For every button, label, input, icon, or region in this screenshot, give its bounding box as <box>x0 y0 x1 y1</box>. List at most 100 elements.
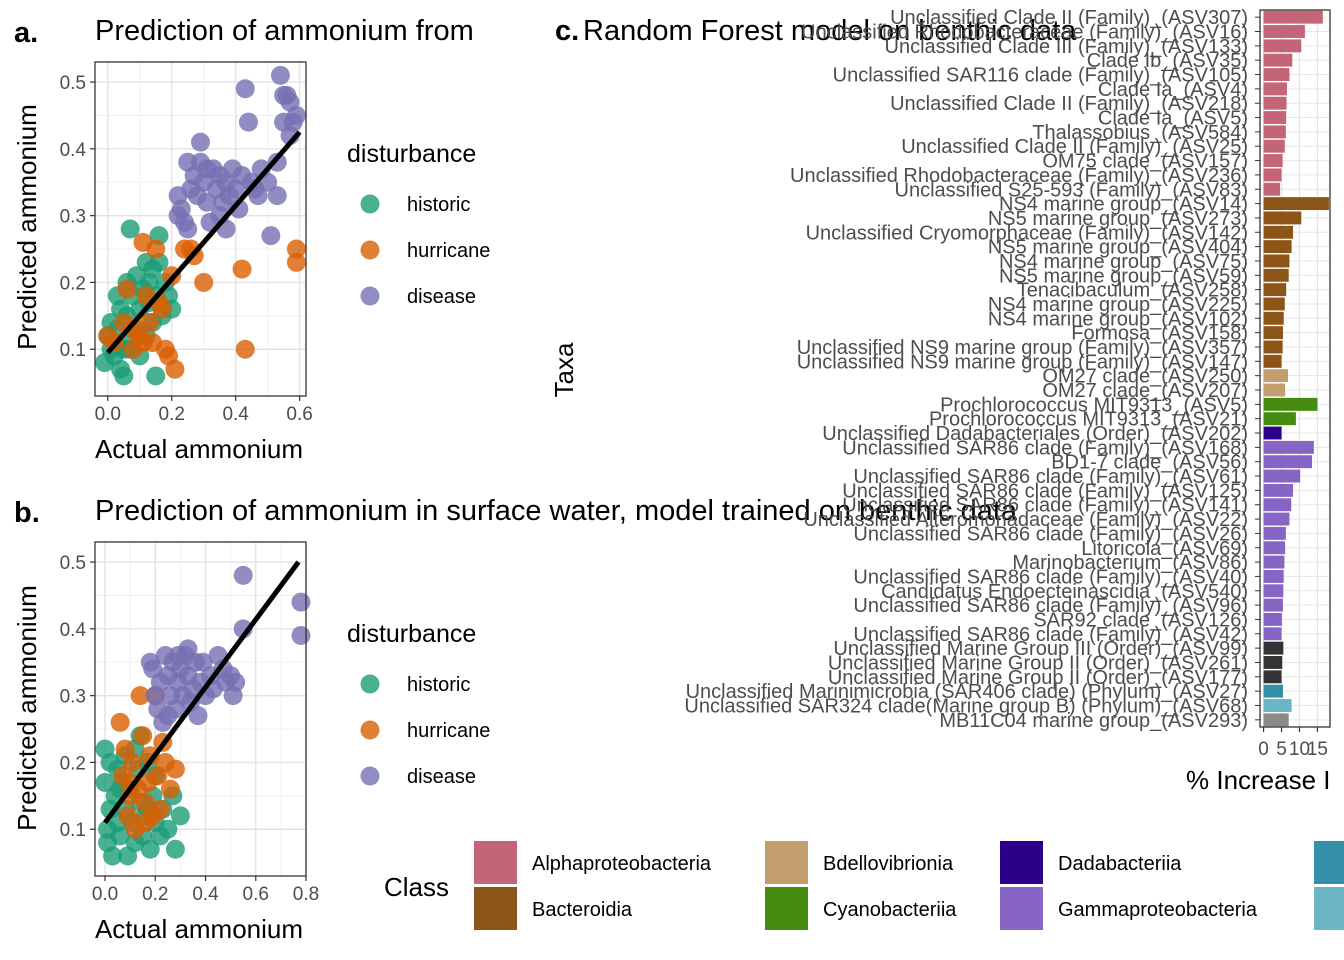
bar <box>1263 283 1287 297</box>
bar <box>1263 268 1289 282</box>
bar <box>1263 397 1318 411</box>
taxa-label: Unclassified Clade II (Family)_(ASV25) <box>901 136 1248 158</box>
bar <box>1263 699 1292 712</box>
taxa-label: Unclassified SAR86 clade (Family)_(ASV40… <box>853 566 1248 588</box>
x-tick-label: 10 <box>1289 739 1310 760</box>
taxa-label: SAR92 clade_(ASV126) <box>1033 609 1248 631</box>
legend-label: disease <box>407 766 476 788</box>
data-point-hurricane <box>139 313 159 333</box>
data-point-disease <box>178 219 198 239</box>
legend-title: disturbance <box>347 620 476 648</box>
taxa-label: Unclassified NS9 marine group (Family)_(… <box>797 351 1248 373</box>
legend-key-historic <box>360 674 380 694</box>
bar <box>1263 111 1287 125</box>
taxa-label: NS4 marine group_(ASV14) <box>999 194 1248 216</box>
y-tick-label: 0.4 <box>60 620 87 641</box>
data-point-historic <box>140 839 160 859</box>
panel-a-letter: a. <box>14 17 38 49</box>
y-tick-label: 0.5 <box>60 73 86 94</box>
legend-label: hurricane <box>407 720 490 742</box>
data-point-hurricane <box>130 686 150 706</box>
bar <box>1263 584 1284 598</box>
taxa-label: Unclassified SAR86 clade (Family)_(ASV26… <box>853 523 1248 545</box>
x-tick-label: 0.4 <box>222 404 249 425</box>
data-point-hurricane <box>232 259 252 279</box>
y-tick-label: 0.3 <box>60 207 86 228</box>
y-tick-label: 0.1 <box>60 340 86 361</box>
panel-c-ylabel: Taxa <box>549 342 579 397</box>
legend-title: disturbance <box>347 140 476 168</box>
bar <box>1263 426 1282 440</box>
data-point-historic <box>165 839 185 859</box>
x-tick-label: 0.8 <box>293 884 319 905</box>
regression-line <box>103 560 301 825</box>
bar <box>1263 627 1282 641</box>
data-point-disease <box>238 112 258 132</box>
disturbance-legend-b: disturbance historic hurricane disease <box>347 620 490 788</box>
y-tick-label: 0.2 <box>60 273 86 294</box>
data-point-disease <box>291 592 311 612</box>
class-legend-key <box>1000 887 1043 930</box>
bar <box>1263 598 1283 612</box>
data-point-disease <box>270 65 290 85</box>
data-point-historic <box>146 366 166 386</box>
bar <box>1263 483 1294 497</box>
taxa-label: NS4 marine group_(ASV75) <box>999 251 1248 273</box>
x-tick-label: 0.0 <box>92 884 118 905</box>
legend-key-hurricane <box>360 720 380 740</box>
class-legend-key <box>1314 841 1344 884</box>
data-point-hurricane <box>123 752 143 772</box>
data-point-disease <box>168 646 188 666</box>
panel-b-xlabel: Actual ammonium <box>95 914 303 944</box>
bar <box>1263 211 1302 225</box>
bar <box>1263 82 1287 96</box>
bar <box>1263 139 1285 153</box>
data-point-hurricane <box>160 779 180 799</box>
bar <box>1263 670 1282 684</box>
data-point-disease <box>197 192 217 212</box>
class-legend-key <box>474 887 517 930</box>
data-point-historic <box>120 219 140 239</box>
data-point-disease <box>291 626 311 646</box>
class-legend-key <box>1314 887 1344 930</box>
data-point-hurricane <box>140 746 160 766</box>
legend-key-hurricane <box>360 240 380 260</box>
plot-b: 0.0 0.2 0.4 0.6 0.8 0.1 0.2 0.3 0.4 0.5 <box>60 541 319 905</box>
taxa-label: Unclassified Dadabacteriales (Order)_(AS… <box>822 423 1248 445</box>
class-legend-label: Alphaproteobacteria <box>532 853 712 875</box>
bar <box>1263 240 1292 254</box>
data-point-hurricane <box>110 712 130 732</box>
taxa-label: Unclassified Clade III (Family)_(ASV133) <box>885 36 1248 58</box>
data-point-disease <box>158 706 178 726</box>
data-point-disease <box>286 105 306 125</box>
legend-label: disease <box>407 286 476 308</box>
taxa-label: NS4 marine group_(ASV102) <box>988 308 1248 330</box>
taxa-label: Unclassified SAR86 clade (Family)_(ASV61… <box>853 466 1248 488</box>
bar <box>1263 68 1290 81</box>
data-point-hurricane <box>133 333 153 353</box>
panel-c-title: Random Forest model on benthic data <box>583 15 1077 47</box>
taxa-label: Unclassified SAR86 clade (Family)_(ASV96… <box>853 595 1248 617</box>
bar <box>1263 440 1314 454</box>
class-legend: Class Alphaproteobacteria Bacteroidia Bdel… <box>384 841 1344 930</box>
taxa-label: Clade Ia_(ASV4) <box>1098 79 1248 101</box>
data-point-hurricane <box>133 726 153 746</box>
data-point-historic <box>110 826 130 846</box>
legend-label: hurricane <box>407 240 490 262</box>
data-point-hurricane <box>135 813 155 833</box>
data-point-disease <box>261 226 281 246</box>
legend-key-disease <box>360 286 380 306</box>
taxa-label: Tenacibaculum_(ASV258) <box>1017 280 1248 302</box>
bar <box>1263 125 1286 139</box>
bar <box>1263 713 1289 727</box>
taxa-label: OM27 clade_(ASV250) <box>1042 366 1248 388</box>
bar <box>1263 340 1283 354</box>
panel-a: a. Prediction of ammonium from 0.0 0.2 0.4… <box>12 15 474 464</box>
taxa-label: BD1-7 clade_(ASV56) <box>1051 452 1248 474</box>
taxa-label: Unclassified SAR86 clade (Family)_(ASV14… <box>842 495 1248 517</box>
taxa-label: Unclassified Clade II (Family)_(ASV218) <box>890 93 1248 115</box>
data-point-hurricane <box>286 239 306 259</box>
bar <box>1263 512 1290 526</box>
bar <box>1263 225 1294 239</box>
taxa-label: Unclassified SAR86 clade (Family)_(ASV42… <box>853 624 1248 646</box>
